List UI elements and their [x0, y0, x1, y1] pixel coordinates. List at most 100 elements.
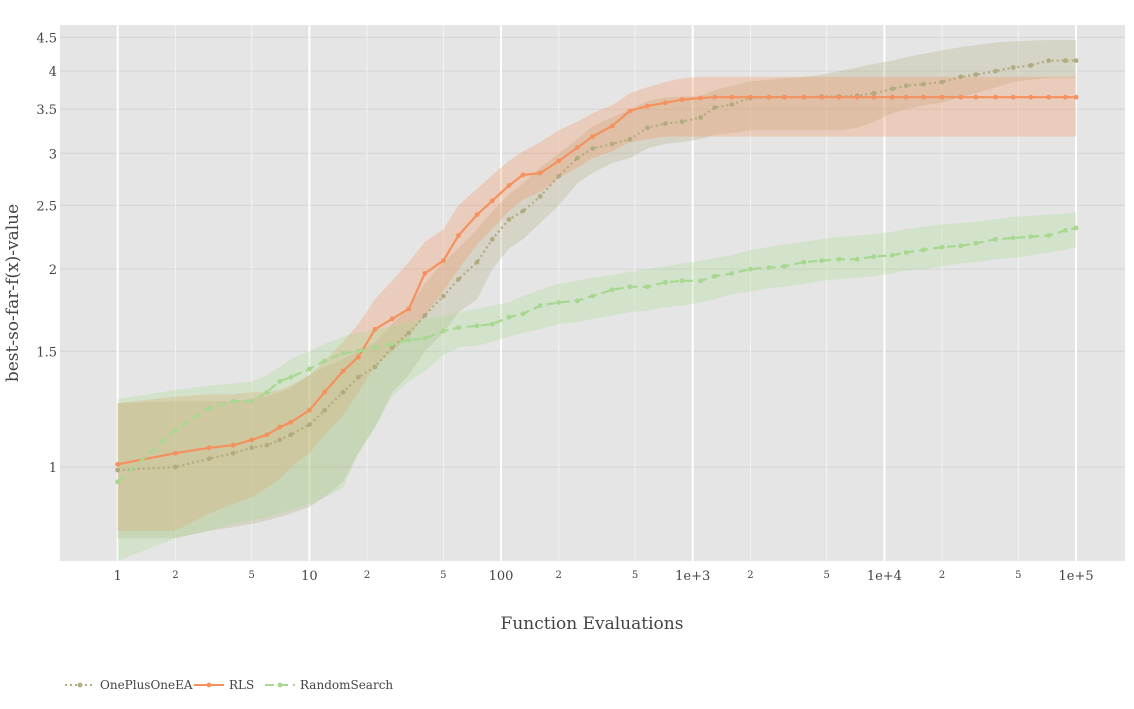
data-point [264, 389, 270, 395]
data-point [249, 445, 255, 451]
data-point [903, 83, 909, 89]
data-point [206, 405, 212, 411]
data-point [474, 212, 480, 218]
data-point [993, 94, 998, 100]
series-lines [115, 58, 1079, 485]
data-point [819, 258, 824, 264]
data-point [249, 437, 255, 443]
data-point [712, 105, 717, 110]
data-point [679, 119, 685, 125]
data-point [663, 279, 668, 285]
data-point [781, 263, 787, 269]
x-minor-tick-label: 5 [824, 570, 830, 581]
x-minor-tick-label: 5 [632, 570, 638, 581]
legend-item-RLS[interactable]: RLS [194, 678, 254, 692]
legend-item-OnePlusOneEA[interactable]: OnePlusOneEA [65, 678, 193, 692]
y-tick-label: 1.5 [36, 345, 57, 360]
data-point [921, 247, 926, 253]
data-point [506, 183, 512, 188]
x-major-tick-label: 1e+3 [675, 569, 710, 584]
series-OnePlusOneEA [115, 58, 1079, 473]
data-point [556, 300, 562, 305]
data-point [115, 467, 121, 473]
x-minor-tick-label: 5 [1015, 570, 1021, 581]
data-point [1028, 63, 1034, 68]
data-point [921, 81, 926, 87]
data-point [264, 432, 270, 438]
data-point [355, 354, 361, 360]
data-point [871, 90, 877, 96]
data-point [1010, 65, 1016, 70]
data-point [609, 141, 615, 147]
data-point [520, 208, 526, 214]
data-point [389, 341, 395, 347]
data-point [440, 293, 446, 299]
data-point [556, 173, 562, 179]
data-point [574, 155, 580, 161]
data-point [340, 368, 346, 374]
data-point [1063, 94, 1068, 100]
data-point [537, 170, 543, 176]
data-point [854, 256, 860, 262]
data-point [277, 379, 283, 384]
data-point [574, 145, 580, 151]
data-point [1063, 228, 1068, 233]
legend-marker [277, 682, 283, 688]
data-point [679, 97, 685, 102]
data-point [456, 276, 461, 282]
data-point [590, 293, 595, 299]
legend[interactable]: OnePlusOneEA RLS RandomSearch [65, 678, 393, 692]
data-point [729, 271, 735, 276]
legend-marker [206, 682, 212, 688]
data-point [679, 278, 685, 284]
x-major-tick-label: 1e+5 [1059, 569, 1094, 584]
data-point [277, 424, 283, 430]
data-point [748, 266, 753, 272]
plot-background [60, 25, 1125, 561]
data-point [958, 243, 964, 249]
data-point [506, 217, 512, 222]
data-point [921, 94, 926, 100]
data-point [903, 94, 909, 100]
data-point [801, 94, 807, 100]
data-point [1063, 58, 1068, 63]
data-point [520, 311, 526, 317]
data-point [322, 389, 327, 395]
data-point [939, 79, 945, 85]
data-point [474, 259, 480, 265]
data-point [698, 95, 704, 101]
data-point [115, 479, 121, 485]
data-point [663, 121, 668, 126]
data-point [406, 330, 412, 336]
data-point [1046, 233, 1052, 238]
legend-item-RandomSearch[interactable]: RandomSearch [265, 678, 393, 692]
data-point [372, 364, 378, 370]
data-point [1028, 234, 1034, 240]
data-point [422, 313, 428, 318]
x-minor-tick-label: 2 [364, 570, 370, 581]
data-point [1010, 94, 1016, 100]
data-point [520, 172, 526, 178]
data-point [372, 326, 378, 332]
data-point [627, 108, 633, 114]
legend-label: RandomSearch [300, 678, 393, 692]
data-point [489, 198, 495, 204]
data-point [645, 284, 650, 290]
data-point [340, 389, 346, 395]
data-point [958, 74, 964, 80]
data-point [766, 94, 772, 100]
data-point [355, 348, 361, 354]
data-point [422, 271, 428, 276]
data-point [698, 115, 704, 120]
data-point [456, 325, 461, 330]
x-minor-tick-label: 2 [939, 570, 945, 581]
data-point [766, 265, 772, 271]
data-point [288, 374, 294, 380]
data-point [781, 94, 787, 100]
x-axis-ticks: 2 5 2 5 2 5 2 5 2 5 1 10 100 1e+3 1e+4 1e+5 [114, 569, 1094, 584]
x-major-tick-label: 1e+4 [867, 569, 902, 584]
legend-label: RLS [229, 678, 254, 692]
data-point [230, 450, 236, 456]
series-RandomSearch [115, 225, 1079, 485]
data-point [698, 278, 704, 284]
